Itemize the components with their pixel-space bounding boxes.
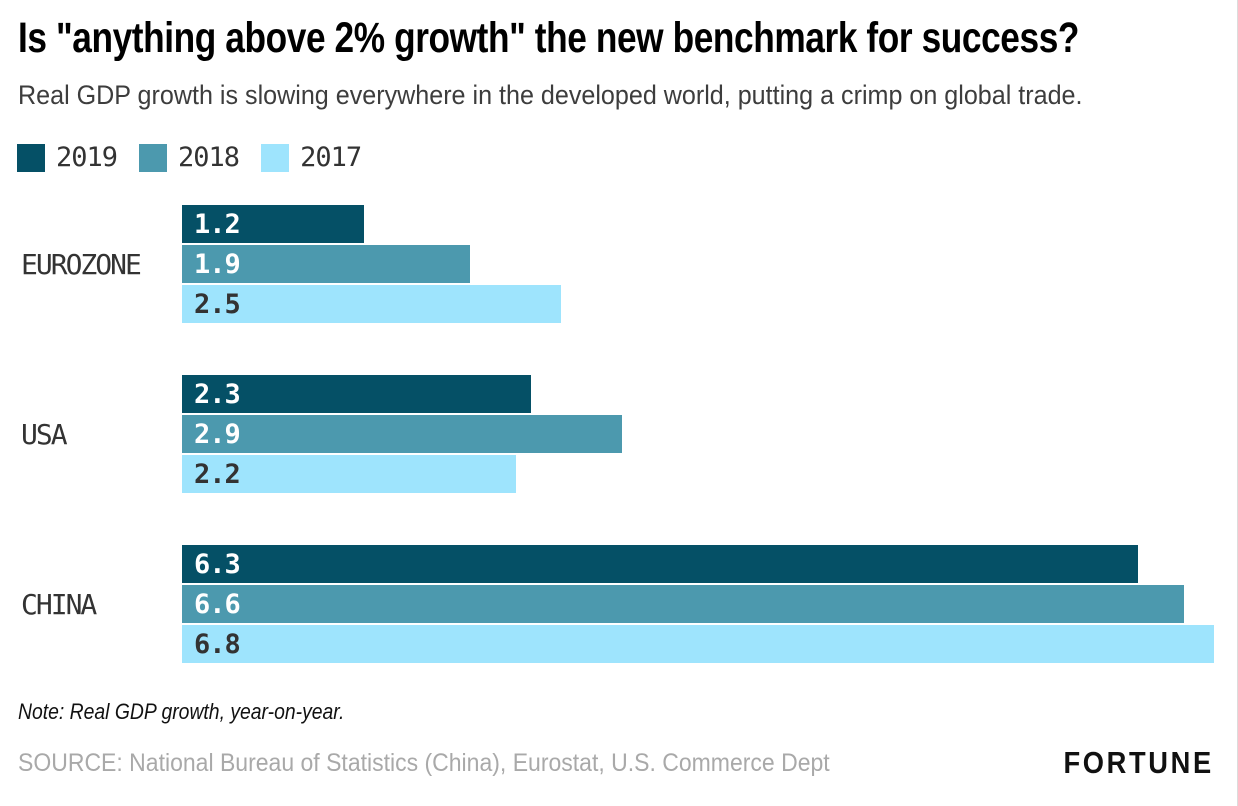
category-label-eurozone: EUROZONE	[21, 247, 142, 281]
chart-note: Note: Real GDP growth, year-on-year.	[18, 699, 345, 724]
legend-item-2018: 2018	[139, 142, 240, 173]
page-subtitle: Real GDP growth is slowing everywhere in…	[18, 80, 1083, 110]
legend-swatch-2019	[17, 143, 45, 172]
bar-usa-2019: 2.3	[182, 375, 532, 413]
category-label-china: CHINA	[21, 587, 97, 621]
legend-swatch-2017	[261, 143, 290, 172]
bar-group-eurozone: EUROZONE 1.2 1.9 2.5	[0, 205, 1237, 323]
bar-value-label: 1.2	[194, 208, 241, 240]
legend-item-2019: 2019	[17, 142, 118, 173]
legend-label: 2019	[56, 142, 118, 173]
bar-china-2017: 6.8	[182, 625, 1215, 663]
bar-usa-2018: 2.9	[182, 415, 623, 453]
bar-value-label: 6.6	[194, 588, 241, 620]
bar-usa-2017: 2.2	[182, 455, 516, 493]
chart: EUROZONE 1.2 1.9 2.5 USA 2.3 2.9 2.2 CHINA 6.3 6.6…	[0, 205, 1237, 663]
bar-eurozone-2019: 1.2	[182, 205, 365, 243]
bar-value-label: 6.8	[194, 628, 241, 660]
bar-value-label: 2.9	[194, 418, 241, 450]
bar-value-label: 6.3	[194, 548, 241, 580]
footer-row: SOURCE: National Bureau of Statistics (C…	[18, 745, 1214, 781]
bar-stack: 1.2 1.9 2.5	[182, 205, 1237, 323]
legend: 2019 2018 2017	[17, 142, 1237, 173]
legend-item-2017: 2017	[261, 142, 362, 173]
legend-label: 2018	[178, 142, 240, 173]
bar-eurozone-2018: 1.9	[182, 245, 471, 283]
bar-value-label: 2.3	[194, 378, 241, 410]
bar-value-label: 1.9	[194, 248, 241, 280]
category-label-usa: USA	[21, 417, 68, 451]
bar-china-2018: 6.6	[182, 585, 1184, 623]
page-title: Is "anything above 2% growth" the new be…	[18, 14, 1080, 62]
bar-value-label: 2.5	[194, 288, 241, 320]
fortune-logo: FORTUNE	[1063, 745, 1214, 780]
bar-eurozone-2017: 2.5	[182, 285, 562, 323]
bar-value-label: 2.2	[194, 458, 241, 490]
bar-group-usa: USA 2.3 2.9 2.2	[0, 375, 1237, 493]
bar-china-2019: 6.3	[182, 545, 1139, 583]
bar-stack: 2.3 2.9 2.2	[182, 375, 1237, 493]
bar-group-china: CHINA 6.3 6.6 6.8	[0, 545, 1237, 663]
source-credit: SOURCE: National Bureau of Statistics (C…	[18, 748, 830, 777]
bar-stack: 6.3 6.6 6.8	[182, 545, 1237, 663]
legend-swatch-2018	[139, 143, 168, 172]
legend-label: 2017	[300, 142, 362, 173]
